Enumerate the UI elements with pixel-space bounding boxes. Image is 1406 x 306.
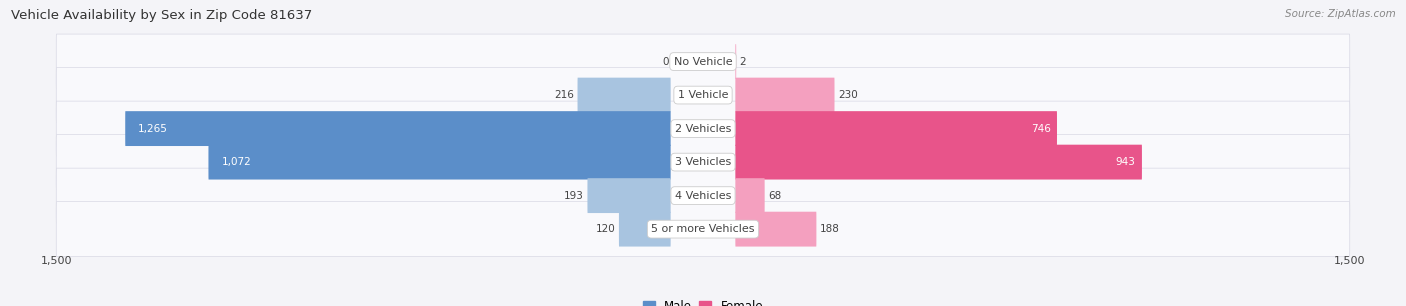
Text: 1,072: 1,072	[221, 157, 252, 167]
Text: 1 Vehicle: 1 Vehicle	[678, 90, 728, 100]
Text: Vehicle Availability by Sex in Zip Code 81637: Vehicle Availability by Sex in Zip Code …	[11, 9, 312, 22]
FancyBboxPatch shape	[56, 68, 1350, 123]
FancyBboxPatch shape	[735, 78, 835, 113]
Text: No Vehicle: No Vehicle	[673, 57, 733, 67]
Text: 943: 943	[1115, 157, 1136, 167]
Text: 1,265: 1,265	[138, 124, 169, 134]
Text: 120: 120	[596, 224, 616, 234]
FancyBboxPatch shape	[735, 111, 1057, 146]
FancyBboxPatch shape	[56, 34, 1350, 89]
FancyBboxPatch shape	[56, 202, 1350, 257]
Text: 4 Vehicles: 4 Vehicles	[675, 191, 731, 201]
Legend: Male, Female: Male, Female	[643, 300, 763, 306]
FancyBboxPatch shape	[619, 212, 671, 247]
FancyBboxPatch shape	[735, 178, 765, 213]
Text: 3 Vehicles: 3 Vehicles	[675, 157, 731, 167]
Text: 216: 216	[554, 90, 574, 100]
FancyBboxPatch shape	[125, 111, 671, 146]
Text: 2: 2	[740, 57, 747, 67]
FancyBboxPatch shape	[735, 212, 817, 247]
Text: 5 or more Vehicles: 5 or more Vehicles	[651, 224, 755, 234]
Text: 0: 0	[662, 57, 668, 67]
FancyBboxPatch shape	[208, 145, 671, 180]
Text: 188: 188	[820, 224, 839, 234]
Text: 193: 193	[564, 191, 583, 201]
FancyBboxPatch shape	[56, 135, 1350, 190]
Text: 2 Vehicles: 2 Vehicles	[675, 124, 731, 134]
Text: Source: ZipAtlas.com: Source: ZipAtlas.com	[1285, 9, 1396, 19]
Text: 230: 230	[838, 90, 858, 100]
FancyBboxPatch shape	[588, 178, 671, 213]
Text: 746: 746	[1031, 124, 1050, 134]
FancyBboxPatch shape	[735, 145, 1142, 180]
FancyBboxPatch shape	[56, 101, 1350, 156]
FancyBboxPatch shape	[56, 168, 1350, 223]
FancyBboxPatch shape	[578, 78, 671, 113]
Text: 68: 68	[768, 191, 782, 201]
